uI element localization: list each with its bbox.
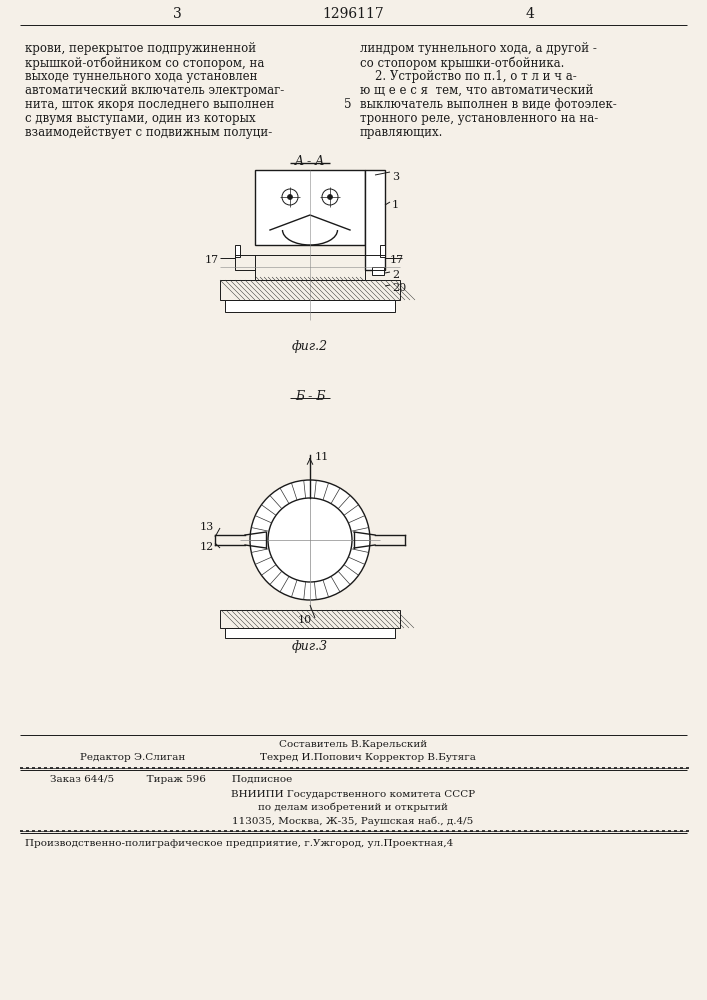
Text: 17: 17 — [205, 255, 219, 265]
Text: 20: 20 — [392, 283, 407, 293]
Bar — [225, 300, 395, 312]
Text: 113035, Москва, Ж-35, Раушская наб., д.4/5: 113035, Москва, Ж-35, Раушская наб., д.4… — [233, 816, 474, 826]
Circle shape — [288, 194, 293, 200]
Circle shape — [268, 498, 352, 582]
Text: 17: 17 — [390, 255, 404, 265]
Text: Техред И.Попович Корректор В.Бутяга: Техред И.Попович Корректор В.Бутяга — [260, 753, 476, 762]
Text: по делам изобретений и открытий: по делам изобретений и открытий — [258, 803, 448, 812]
Text: Редактор Э.Слиган: Редактор Э.Слиган — [80, 753, 185, 762]
Text: 2: 2 — [392, 270, 399, 280]
Circle shape — [327, 194, 332, 200]
Text: крышкой-отбойником со стопором, на: крышкой-отбойником со стопором, на — [25, 56, 264, 70]
Text: Заказ 644/5          Тираж 596        Подписное: Заказ 644/5 Тираж 596 Подписное — [50, 775, 292, 784]
Text: 13: 13 — [200, 522, 214, 532]
Bar — [380, 245, 385, 257]
Text: взаимодействует с подвижным полуци-: взаимодействует с подвижным полуци- — [25, 126, 272, 139]
Text: фиг.2: фиг.2 — [292, 340, 328, 353]
Text: со стопором крышки-отбойника.: со стопором крышки-отбойника. — [360, 56, 564, 70]
Text: Производственно-полиграфическое предприятие, г.Ужгород, ул.Проектная,4: Производственно-полиграфическое предприя… — [25, 839, 453, 848]
Text: 5: 5 — [344, 98, 352, 111]
Text: нита, шток якоря последнего выполнен: нита, шток якоря последнего выполнен — [25, 98, 274, 111]
Bar — [220, 610, 400, 628]
Text: фиг.3: фиг.3 — [292, 640, 328, 653]
Bar — [365, 170, 385, 270]
Text: выключатель выполнен в виде фотоэлек-: выключатель выполнен в виде фотоэлек- — [360, 98, 617, 111]
Text: ю щ е е с я  тем, что автоматический: ю щ е е с я тем, что автоматический — [360, 84, 593, 97]
Bar — [372, 267, 384, 275]
Text: ВНИИПИ Государственного комитета СССР: ВНИИПИ Государственного комитета СССР — [231, 790, 475, 799]
Text: 1296117: 1296117 — [322, 7, 384, 21]
Text: выходе туннельного хода установлен: выходе туннельного хода установлен — [25, 70, 257, 83]
Text: автоматический включатель электромаг-: автоматический включатель электромаг- — [25, 84, 284, 97]
Text: 10: 10 — [298, 615, 312, 625]
Bar — [255, 170, 365, 245]
Text: правляющих.: правляющих. — [360, 126, 443, 139]
Text: с двумя выступами, один из которых: с двумя выступами, один из которых — [25, 112, 256, 125]
Bar — [225, 628, 395, 638]
Bar — [235, 245, 240, 257]
Text: Составитель В.Карельский: Составитель В.Карельский — [279, 740, 427, 749]
Text: 3: 3 — [173, 7, 182, 21]
Text: крови, перекрытое подпружиненной: крови, перекрытое подпружиненной — [25, 42, 256, 55]
Text: 11: 11 — [315, 452, 329, 462]
Circle shape — [250, 480, 370, 600]
Text: 12: 12 — [200, 542, 214, 552]
Text: Б - Б: Б - Б — [295, 390, 325, 403]
Text: 4: 4 — [525, 7, 534, 21]
Text: A - A: A - A — [295, 155, 325, 168]
Text: 1: 1 — [392, 200, 399, 210]
Text: линдром туннельного хода, а другой -: линдром туннельного хода, а другой - — [360, 42, 597, 55]
Text: 2. Устройство по п.1, о т л и ч а-: 2. Устройство по п.1, о т л и ч а- — [360, 70, 577, 83]
Text: 3: 3 — [392, 172, 399, 182]
Bar — [220, 280, 400, 300]
Text: тронного реле, установленного на на-: тронного реле, установленного на на- — [360, 112, 598, 125]
